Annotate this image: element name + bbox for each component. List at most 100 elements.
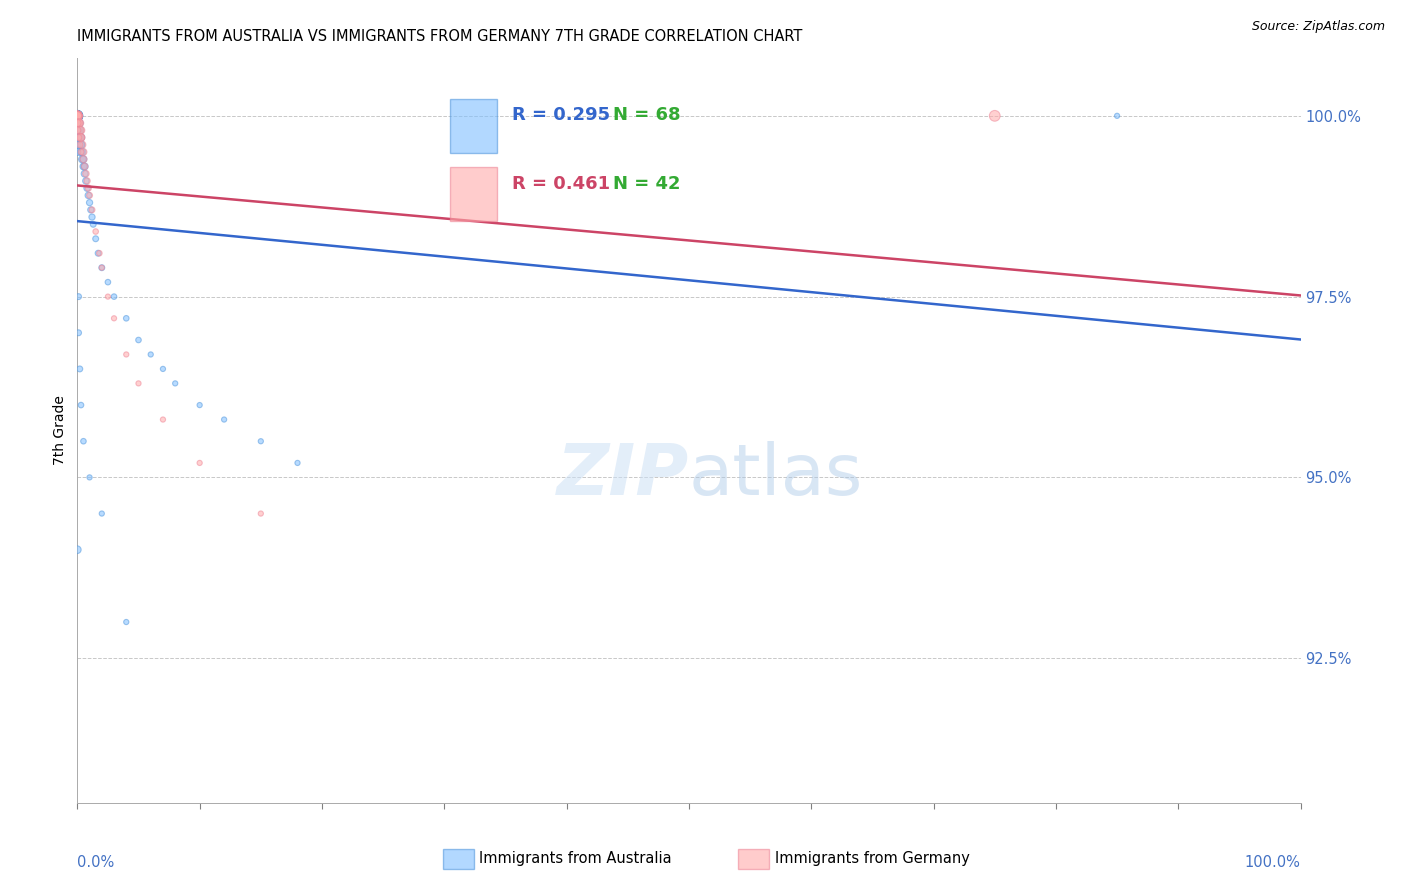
Point <box>77 188 100 202</box>
Point <box>66 109 89 123</box>
Point <box>67 290 90 304</box>
Point <box>66 109 89 123</box>
Point <box>152 362 174 376</box>
Point <box>66 123 89 137</box>
Point <box>250 434 273 449</box>
Point <box>80 210 103 224</box>
Point <box>66 109 89 123</box>
Point <box>66 109 89 123</box>
Text: 100.0%: 100.0% <box>1244 855 1301 870</box>
Point <box>66 130 89 145</box>
Point <box>80 202 103 217</box>
Text: IMMIGRANTS FROM AUSTRALIA VS IMMIGRANTS FROM GERMANY 7TH GRADE CORRELATION CHART: IMMIGRANTS FROM AUSTRALIA VS IMMIGRANTS … <box>77 29 803 45</box>
Point <box>69 130 91 145</box>
Text: Immigrants from Germany: Immigrants from Germany <box>775 852 970 866</box>
Point <box>77 181 100 195</box>
Point <box>115 347 138 361</box>
Point <box>76 174 98 188</box>
Point <box>84 225 107 239</box>
Point <box>70 123 93 137</box>
Point <box>72 152 94 166</box>
Point <box>90 507 112 521</box>
Point <box>80 202 103 217</box>
Point <box>73 167 96 181</box>
Point <box>127 376 149 391</box>
Point <box>66 109 89 123</box>
Point <box>79 188 101 202</box>
Point <box>79 470 101 484</box>
Point <box>67 326 90 340</box>
Point <box>188 398 211 412</box>
Point <box>69 362 91 376</box>
Point <box>67 116 90 130</box>
Point <box>66 109 89 123</box>
Point <box>89 246 111 260</box>
Point <box>66 109 89 123</box>
Y-axis label: 7th Grade: 7th Grade <box>53 395 67 466</box>
Point <box>66 109 89 123</box>
Point <box>188 456 211 470</box>
Point <box>66 109 89 123</box>
Point <box>66 109 89 123</box>
Point <box>103 290 125 304</box>
Point <box>66 123 89 137</box>
Point <box>70 137 93 152</box>
Point <box>66 109 89 123</box>
Point <box>66 109 89 123</box>
Point <box>66 109 89 123</box>
Text: N = 42: N = 42 <box>613 175 681 193</box>
Point <box>250 507 273 521</box>
Point <box>66 137 89 152</box>
Point <box>73 160 96 174</box>
Point <box>165 376 187 391</box>
Point <box>66 109 89 123</box>
Point <box>67 116 90 130</box>
Point <box>69 123 91 137</box>
Point <box>66 109 89 123</box>
FancyBboxPatch shape <box>450 168 496 221</box>
Text: R = 0.461: R = 0.461 <box>512 175 610 193</box>
Text: Source: ZipAtlas.com: Source: ZipAtlas.com <box>1251 20 1385 33</box>
FancyBboxPatch shape <box>450 99 496 153</box>
Point <box>66 109 89 123</box>
Point <box>90 260 112 275</box>
Point <box>984 109 1007 123</box>
Point <box>67 116 90 130</box>
Point <box>69 137 91 152</box>
Point <box>87 246 110 260</box>
Point <box>97 290 120 304</box>
Point <box>75 174 97 188</box>
Point <box>70 137 93 152</box>
Point <box>66 109 89 123</box>
Point <box>70 130 93 145</box>
Point <box>66 109 89 123</box>
Point <box>90 260 112 275</box>
Point <box>73 160 96 174</box>
Text: atlas: atlas <box>689 441 863 509</box>
Text: 0.0%: 0.0% <box>77 855 114 870</box>
Point <box>97 275 120 289</box>
Point <box>66 116 89 130</box>
Point <box>69 123 91 137</box>
Text: ZIP: ZIP <box>557 441 689 509</box>
Point <box>70 130 93 145</box>
Point <box>72 434 94 449</box>
Point <box>72 145 94 159</box>
Point <box>1107 109 1129 123</box>
Point <box>212 412 235 426</box>
Point <box>66 116 89 130</box>
Point <box>70 145 93 159</box>
Point <box>139 347 162 361</box>
Point <box>69 116 91 130</box>
Point <box>70 137 93 152</box>
Point <box>79 195 101 210</box>
Point <box>66 109 89 123</box>
Point <box>84 232 107 246</box>
Text: R = 0.295: R = 0.295 <box>512 106 610 124</box>
Point <box>127 333 149 347</box>
Point <box>67 116 90 130</box>
Point <box>115 311 138 326</box>
Point <box>69 130 91 145</box>
Point <box>70 145 93 159</box>
Point <box>66 109 89 123</box>
